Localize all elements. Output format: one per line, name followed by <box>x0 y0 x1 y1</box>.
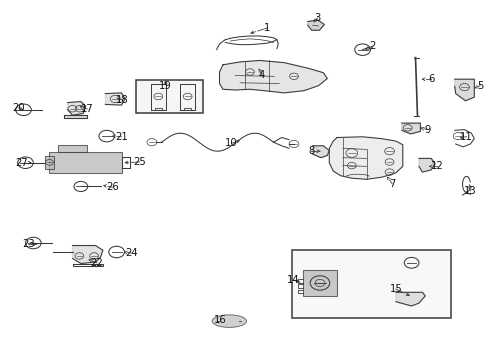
Ellipse shape <box>212 315 246 328</box>
Polygon shape <box>419 158 435 172</box>
Polygon shape <box>220 60 327 93</box>
Text: 5: 5 <box>477 81 484 91</box>
Text: 12: 12 <box>431 161 443 171</box>
Text: 27: 27 <box>16 158 28 168</box>
Bar <box>292 250 451 318</box>
Text: 21: 21 <box>115 132 128 142</box>
Text: 9: 9 <box>424 125 431 135</box>
Text: 6: 6 <box>428 74 435 84</box>
Bar <box>58 145 87 152</box>
Text: 25: 25 <box>133 157 146 167</box>
Polygon shape <box>313 146 329 158</box>
Text: 17: 17 <box>81 104 94 114</box>
Polygon shape <box>402 123 420 134</box>
Polygon shape <box>73 246 103 264</box>
Text: 26: 26 <box>106 182 119 192</box>
Polygon shape <box>64 115 87 118</box>
Bar <box>303 270 337 296</box>
Bar <box>136 80 203 113</box>
Text: 13: 13 <box>464 186 477 196</box>
Polygon shape <box>68 102 86 115</box>
Polygon shape <box>308 20 324 30</box>
Text: 3: 3 <box>315 13 320 23</box>
Text: 18: 18 <box>116 95 129 105</box>
Polygon shape <box>396 292 425 306</box>
Polygon shape <box>455 79 474 101</box>
Text: 1: 1 <box>264 23 270 33</box>
Text: 4: 4 <box>259 70 265 80</box>
Text: 11: 11 <box>460 132 473 142</box>
Text: 20: 20 <box>12 103 25 113</box>
Bar <box>45 156 54 169</box>
Text: 7: 7 <box>389 179 395 189</box>
Text: 23: 23 <box>22 239 35 249</box>
Text: 2: 2 <box>369 41 376 51</box>
Text: 14: 14 <box>287 275 299 285</box>
Bar <box>49 152 122 173</box>
Polygon shape <box>105 93 125 105</box>
Polygon shape <box>329 137 403 179</box>
Text: 15: 15 <box>390 284 402 294</box>
Text: 16: 16 <box>214 315 227 325</box>
Text: 19: 19 <box>159 81 172 91</box>
Text: 24: 24 <box>125 248 138 258</box>
Text: 10: 10 <box>225 138 238 148</box>
Text: 8: 8 <box>308 146 314 156</box>
Text: 22: 22 <box>91 258 103 268</box>
